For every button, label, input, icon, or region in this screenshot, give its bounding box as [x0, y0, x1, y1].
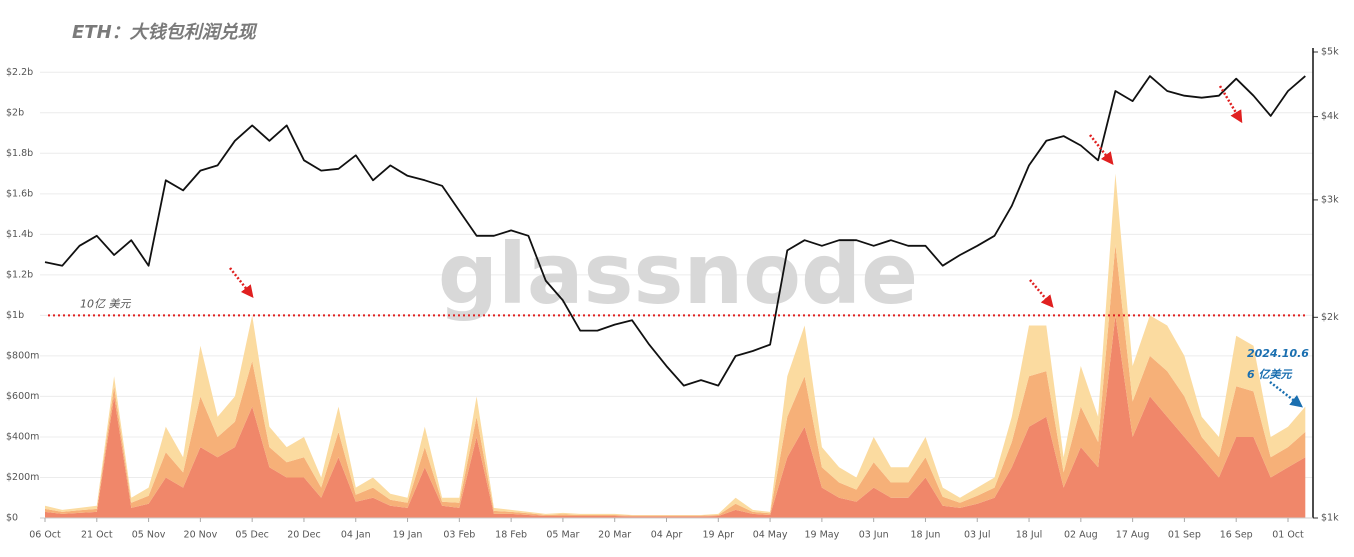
x-tick-label: 16 Sep	[1220, 530, 1253, 541]
x-tick-label: 19 Apr	[703, 530, 735, 541]
x-tick-label: 19 May	[805, 530, 840, 541]
area	[45, 315, 1306, 518]
annotation-text: 6 亿美元	[1247, 368, 1292, 381]
y-tick-label: $0	[6, 513, 18, 524]
y-tick-label: $1.6b	[6, 188, 33, 199]
arrow	[229, 267, 254, 298]
y-tick-label: $1.4b	[6, 229, 33, 240]
x-tick-label: 04 Apr	[651, 530, 683, 541]
areas	[45, 173, 1306, 518]
y-tick-label: $1b	[6, 310, 24, 321]
x-tick-label: 17 Aug	[1116, 530, 1150, 541]
y-tick-label: $2.2b	[6, 67, 33, 78]
x-tick-label: 03 Feb	[443, 530, 475, 541]
price-line	[44, 75, 1306, 387]
arrow	[1029, 279, 1054, 308]
reference-label: 10亿 美元	[80, 297, 131, 310]
x-tick-label: 18 Jul	[1016, 530, 1043, 541]
arrow	[1089, 134, 1114, 165]
y-tick-label: $400m	[6, 431, 39, 442]
x-tick-label: 02 Aug	[1064, 530, 1098, 541]
y2-tick-label: $4k	[1321, 111, 1339, 122]
x-tick-label: 18 Jun	[910, 530, 940, 541]
y2-tick-label: $1k	[1321, 513, 1339, 524]
x-tick-label: 01 Oct	[1272, 530, 1304, 541]
y-tick-label: $2b	[6, 107, 24, 118]
y-tick-label: $600m	[6, 391, 39, 402]
x-tick-label: 20 Nov	[184, 530, 218, 541]
x-tick-label: 03 Jun	[859, 530, 889, 541]
x-tick-label: 19 Jan	[393, 530, 423, 541]
y-tick-label: $200m	[6, 472, 39, 483]
x-tick-label: 05 Nov	[132, 530, 166, 541]
y-tick-label: $800m	[6, 350, 39, 361]
y2-tick-label: $3k	[1321, 194, 1339, 205]
x-tick-label: 18 Feb	[495, 530, 527, 541]
x-tick-label: 04 May	[753, 530, 788, 541]
y-tick-label: $1.2b	[6, 269, 33, 280]
x-tick-label: 01 Sep	[1168, 530, 1201, 541]
arrow	[1218, 85, 1243, 124]
y2-tick-label: $2k	[1321, 312, 1339, 323]
x-tick-label: 03 Jul	[964, 530, 991, 541]
arrow	[1269, 381, 1303, 408]
x-tick-label: 05 Dec	[235, 530, 269, 541]
x-tick-label: 06 Oct	[29, 530, 61, 541]
y-tick-label: $1.8b	[6, 148, 33, 159]
x-tick-label: 20 Dec	[287, 530, 321, 541]
x-tick-label: 05 Mar	[546, 530, 579, 541]
y2-tick-label: $5k	[1321, 47, 1339, 58]
x-tick-label: 21 Oct	[81, 530, 113, 541]
x-tick-label: 04 Jan	[341, 530, 371, 541]
lines: 10亿 美元 2024.10.6 6 亿美元	[44, 75, 1309, 387]
annotation-date: 2024.10.6	[1247, 347, 1309, 360]
x-tick-label: 20 Mar	[598, 530, 631, 541]
chart-title: ETH：大钱包利润兑现	[72, 22, 258, 43]
